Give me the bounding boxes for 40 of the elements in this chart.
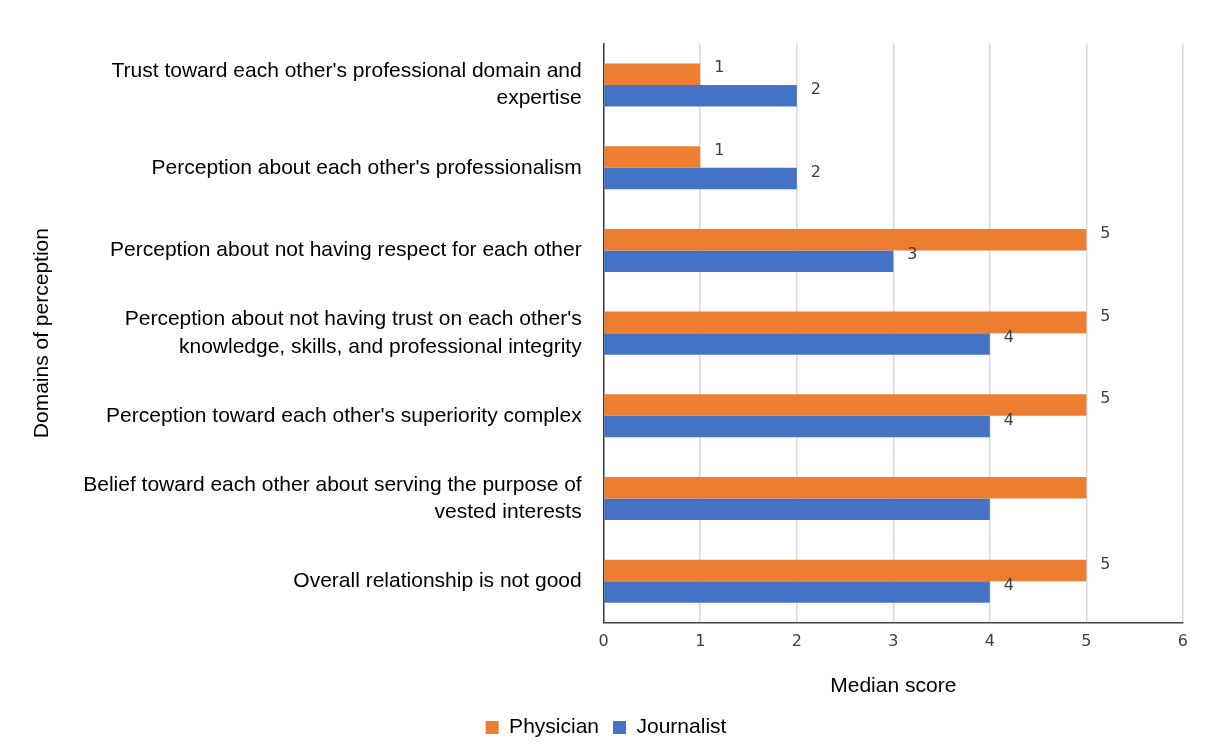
x-tick-label: 6 bbox=[1177, 631, 1188, 651]
data-label: 1 bbox=[714, 57, 725, 77]
x-tick-label: 3 bbox=[888, 631, 899, 651]
y-axis-title: Domains of perception bbox=[29, 228, 53, 439]
bar bbox=[604, 85, 797, 107]
bar bbox=[604, 498, 990, 521]
y-tick-label: Perception toward each other's superiority complex bbox=[106, 402, 583, 426]
bar bbox=[604, 581, 990, 603]
x-tick-label: 5 bbox=[1081, 631, 1092, 651]
y-tick-label: Perception about each other's professionalism bbox=[151, 154, 582, 178]
x-axis-title: Median score bbox=[830, 673, 957, 697]
data-label: 2 bbox=[810, 78, 821, 98]
data-label: 5 bbox=[1100, 222, 1111, 242]
data-label: 5 bbox=[1100, 553, 1111, 573]
bar bbox=[604, 63, 701, 85]
bar bbox=[604, 146, 701, 168]
data-label: 5 bbox=[1100, 305, 1111, 325]
y-tick-label: Overall relationship is not good bbox=[293, 568, 582, 592]
data-label: 4 bbox=[1003, 327, 1015, 347]
x-tick-label: 1 bbox=[695, 631, 706, 651]
x-tick-label: 2 bbox=[791, 631, 802, 651]
bar bbox=[604, 250, 894, 272]
data-label: 3 bbox=[907, 244, 918, 264]
data-label: 2 bbox=[810, 161, 821, 181]
y-tick-label: Perception about not having trust on each other's knowledge, skills, and professional integrity bbox=[124, 306, 583, 357]
data-label: 1 bbox=[714, 140, 725, 160]
legend-label: Physician bbox=[509, 714, 600, 738]
y-tick-label: Perception about not having respect for each other bbox=[110, 237, 582, 261]
y-tick-label: Belief toward each other about serving the purpose of vested interests bbox=[83, 471, 582, 522]
x-tick-label: 4 bbox=[984, 631, 995, 651]
data-label: 4 bbox=[1003, 575, 1015, 595]
data-label: 4 bbox=[1003, 409, 1015, 429]
y-tick-label: Trust toward each other's professional domain and expertise bbox=[111, 58, 582, 109]
bar bbox=[604, 333, 990, 355]
legend-label: Journalist bbox=[636, 714, 727, 738]
bar bbox=[604, 415, 990, 438]
data-label: 5 bbox=[1100, 388, 1111, 408]
bar bbox=[604, 477, 1087, 499]
x-tick-label: 0 bbox=[598, 631, 609, 651]
bar bbox=[604, 167, 797, 190]
